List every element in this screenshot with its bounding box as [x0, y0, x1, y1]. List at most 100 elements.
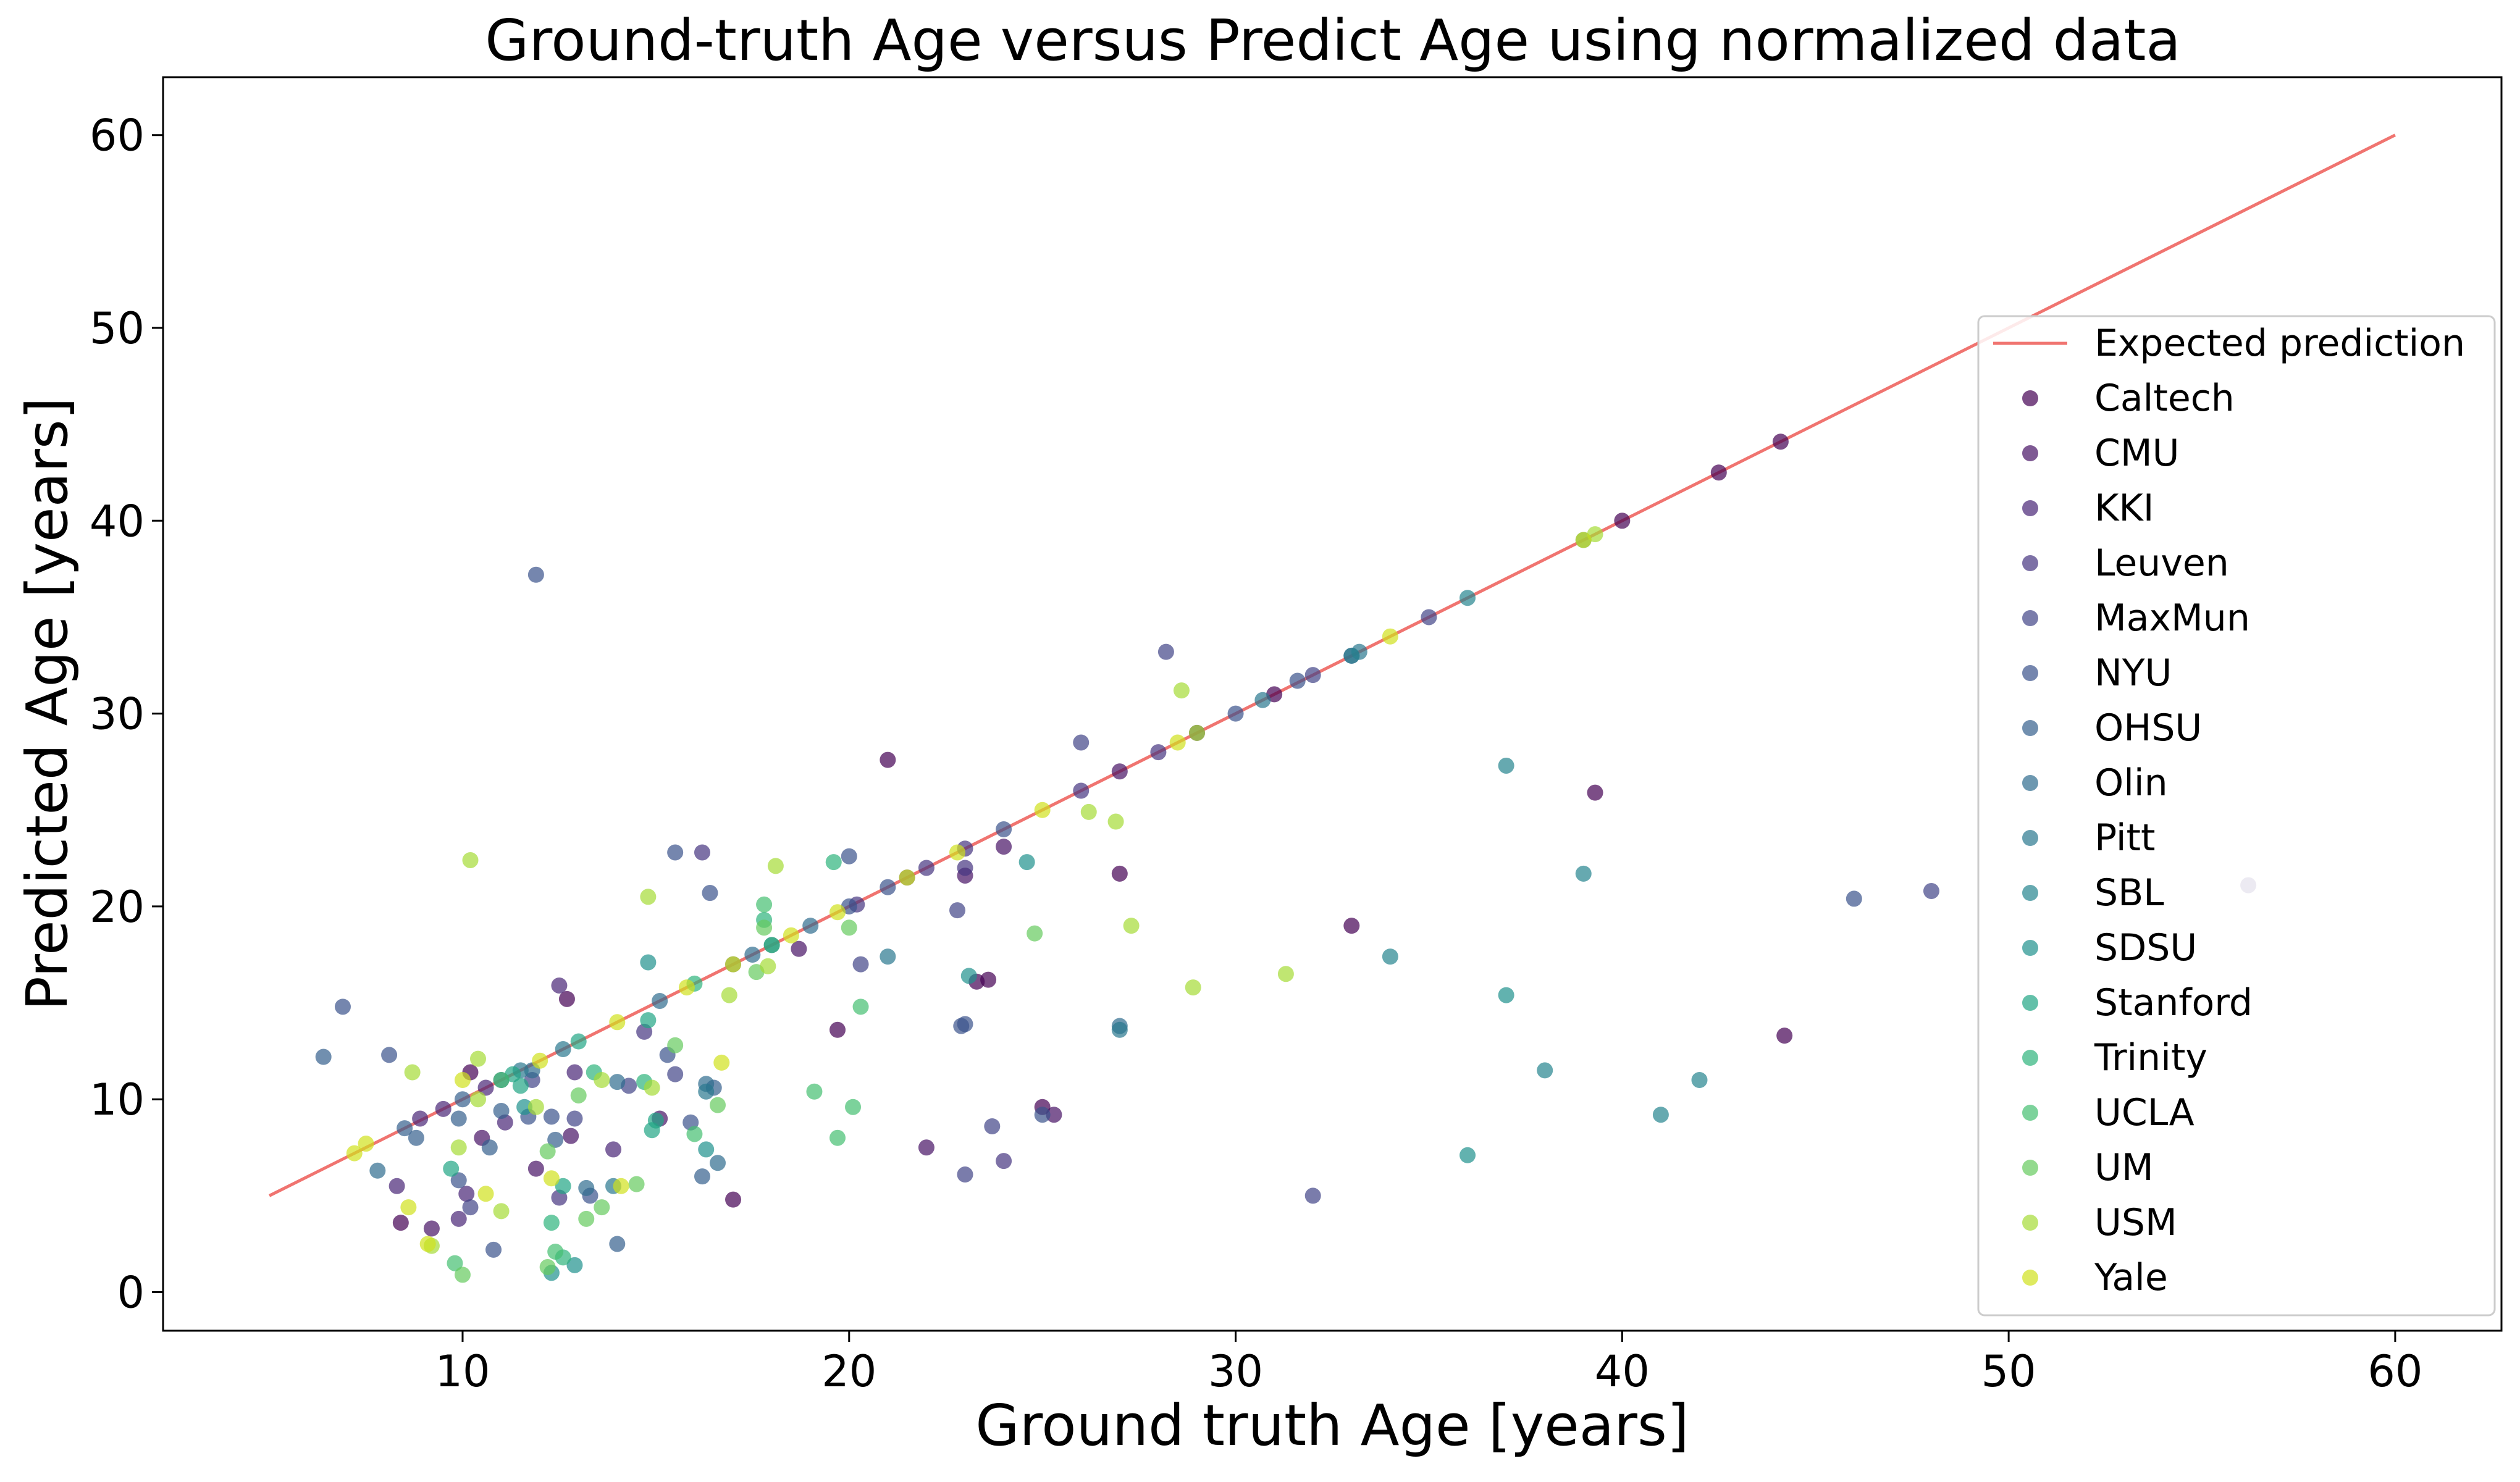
data-point — [369, 1162, 386, 1179]
series-nyu — [334, 566, 1862, 1258]
series-caltech — [392, 433, 1793, 1231]
data-point — [450, 1172, 467, 1189]
data-point — [594, 1199, 610, 1216]
legend-label: MaxMun — [2094, 597, 2250, 640]
data-point — [578, 1210, 595, 1227]
x-tick-label: 50 — [1981, 1346, 2036, 1397]
data-point — [392, 1215, 409, 1231]
data-point — [450, 1110, 467, 1127]
data-point — [1421, 609, 1437, 626]
data-point — [1046, 1107, 1062, 1123]
data-point — [1034, 1107, 1051, 1123]
data-point — [996, 821, 1012, 837]
data-point — [543, 1170, 560, 1187]
data-point — [315, 1049, 332, 1065]
data-point — [829, 1021, 846, 1038]
legend-label: Caltech — [2094, 377, 2235, 420]
plot-area — [162, 76, 2503, 1332]
series-sdsu — [516, 854, 1514, 1281]
data-point — [652, 992, 668, 1009]
data-point — [1073, 782, 1090, 799]
data-point — [845, 1099, 862, 1115]
data-point — [756, 919, 773, 936]
data-point — [802, 918, 819, 934]
data-point — [1304, 667, 1321, 684]
legend-label: Trinity — [2094, 1036, 2207, 1079]
data-point — [996, 839, 1012, 855]
data-point — [1710, 464, 1727, 481]
data-point — [628, 1176, 645, 1192]
data-point — [609, 1074, 626, 1091]
data-point — [1382, 628, 1398, 645]
data-point — [1034, 802, 1051, 818]
data-point — [1652, 1107, 1669, 1123]
data-point — [454, 1266, 471, 1283]
data-point — [1537, 1062, 1553, 1079]
data-point — [767, 858, 784, 874]
data-point — [443, 1160, 460, 1177]
data-point — [918, 860, 934, 876]
data-point — [404, 1064, 421, 1081]
data-point — [543, 1108, 560, 1125]
data-point — [678, 979, 695, 996]
data-point — [1227, 705, 1244, 722]
data-point — [1498, 987, 1514, 1003]
legend-marker — [2022, 1270, 2038, 1286]
data-point — [694, 844, 710, 861]
data-point — [447, 1255, 463, 1271]
data-point — [1575, 532, 1592, 548]
data-point — [667, 1037, 684, 1053]
series-ucla — [447, 896, 869, 1271]
data-point — [980, 971, 997, 988]
data-point — [949, 844, 965, 861]
series-pitt — [512, 643, 1367, 1194]
data-point — [829, 1129, 846, 1146]
data-point — [1111, 1021, 1128, 1038]
data-point — [1173, 682, 1190, 699]
data-point — [397, 1120, 413, 1137]
data-point — [450, 1139, 467, 1156]
data-point — [1304, 1187, 1321, 1204]
data-point — [1111, 763, 1128, 780]
data-point — [667, 844, 684, 861]
data-point — [710, 1097, 726, 1113]
data-point — [957, 860, 973, 876]
data-point — [551, 977, 568, 994]
data-point — [454, 1072, 471, 1088]
data-point — [725, 956, 742, 973]
data-point — [609, 1236, 626, 1252]
data-point — [957, 1166, 973, 1183]
data-point — [458, 1186, 475, 1202]
data-point — [1614, 513, 1631, 529]
data-point — [563, 1128, 579, 1144]
data-point — [825, 854, 842, 871]
data-point — [957, 1016, 973, 1032]
data-point — [667, 1066, 684, 1082]
data-point — [547, 1131, 564, 1148]
legend-marker — [2022, 885, 2038, 901]
data-point — [1587, 784, 1603, 801]
data-point — [1776, 1028, 1793, 1044]
data-point — [702, 885, 718, 902]
y-tick-label: 40 — [90, 496, 145, 546]
data-point — [566, 1257, 583, 1273]
legend-label: USM — [2094, 1201, 2177, 1244]
legend-marker — [2022, 1160, 2038, 1176]
data-point — [1460, 1147, 1476, 1163]
data-point — [791, 940, 807, 957]
legend-marker — [2022, 390, 2038, 406]
legend-marker — [2022, 1215, 2038, 1231]
data-point — [694, 1168, 710, 1185]
series-sbl — [1343, 532, 1708, 1123]
x-tick-label: 20 — [821, 1346, 876, 1397]
data-point — [485, 1241, 502, 1258]
legend-label: Expected prediction — [2094, 322, 2465, 365]
data-point — [760, 958, 776, 974]
legend-label: Leuven — [2094, 542, 2229, 585]
data-point — [1575, 865, 1592, 882]
data-point — [686, 1126, 703, 1142]
data-point — [1277, 966, 1294, 982]
legend-marker — [2022, 610, 2038, 626]
data-point — [462, 852, 479, 868]
data-point — [334, 998, 351, 1015]
